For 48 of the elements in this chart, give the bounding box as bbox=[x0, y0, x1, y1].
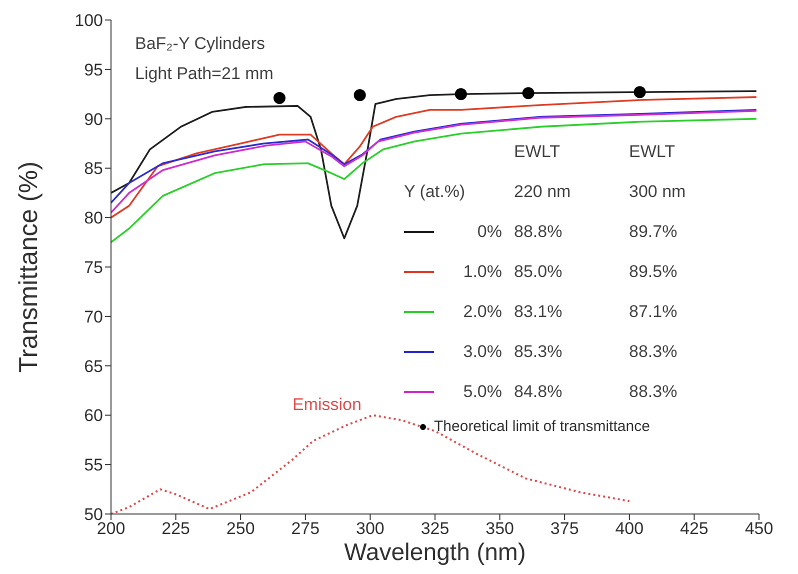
annotation: 88.3% bbox=[629, 341, 678, 363]
annotation: 89.7% bbox=[629, 221, 678, 243]
x-tick-label: 425 bbox=[680, 519, 708, 538]
annotation: 88.3% bbox=[629, 381, 678, 403]
annotation: 84.8% bbox=[514, 381, 564, 403]
annotation: 220 nm bbox=[514, 181, 572, 203]
annotation: EWLT bbox=[629, 141, 676, 163]
y-tick-label: 60 bbox=[84, 406, 103, 426]
annotation: 87.1% bbox=[629, 301, 678, 323]
annotation: 88.8% bbox=[514, 221, 564, 243]
x-tick-label: 300 bbox=[356, 519, 384, 538]
annotation: EWLT bbox=[514, 141, 561, 163]
y-tick-label: 100 bbox=[74, 11, 103, 30]
y-tick-label: 85 bbox=[84, 159, 103, 178]
y-tick-label: 75 bbox=[84, 258, 103, 278]
x-tick-label: 325 bbox=[420, 519, 450, 538]
y-tick-label: 55 bbox=[84, 456, 103, 475]
line-series bbox=[111, 118, 758, 244]
text: 0% bbox=[476, 221, 503, 243]
y-tick-label: 70 bbox=[84, 307, 103, 326]
y-tick-label: 65 bbox=[84, 356, 103, 376]
legend-label: Theoretical limit of transmittance bbox=[433, 418, 651, 435]
legend-label: 2.0% bbox=[462, 301, 503, 323]
annotation: 89.5% bbox=[629, 261, 678, 283]
y-axis-title: Transmittance (%) bbox=[13, 161, 44, 373]
y-tick-label: 90 bbox=[84, 110, 103, 129]
x-tick-label: 450 bbox=[744, 519, 774, 538]
text: Light Path=21 mm bbox=[135, 64, 274, 84]
x-tick-label: 250 bbox=[226, 519, 255, 538]
annotation: 85.3% bbox=[514, 341, 564, 363]
x-axis-title: Wavelength (nm) bbox=[344, 539, 526, 566]
x-tick-label: 400 bbox=[615, 519, 644, 538]
x-tick-label: 375 bbox=[550, 519, 579, 538]
annotation: 85.0% bbox=[514, 261, 564, 283]
y-tick-label: 80 bbox=[84, 208, 103, 228]
legend-label: 3.0% bbox=[462, 341, 503, 363]
annotation: 83.1% bbox=[514, 301, 564, 323]
legend-title: Y (at.%) bbox=[404, 181, 466, 203]
legend-label: 5.0% bbox=[462, 381, 503, 403]
text: BaF₂-Y Cylinders bbox=[135, 34, 266, 54]
legend-label: 1.0% bbox=[462, 261, 503, 283]
x-tick-label: 225 bbox=[162, 519, 190, 538]
x-tick-label: 350 bbox=[486, 519, 514, 538]
x-tick-label: 275 bbox=[291, 519, 320, 538]
x-tick-label: 200 bbox=[96, 519, 126, 538]
y-tick-label: 95 bbox=[84, 60, 103, 80]
annotation: Emission bbox=[292, 395, 362, 416]
annotation: 300 nm bbox=[629, 181, 687, 203]
